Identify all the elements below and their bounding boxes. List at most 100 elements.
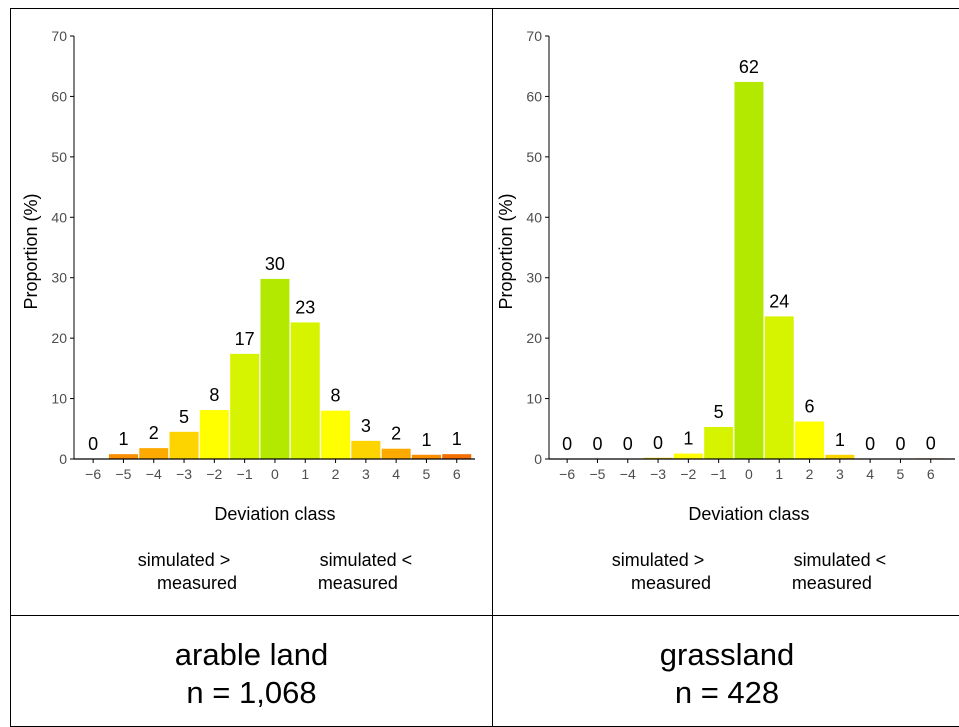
y-tick-label: 30 (51, 270, 67, 286)
footer-cell-grassland: grassland n = 428 (492, 615, 959, 727)
data-label: 2 (391, 424, 401, 444)
annotation-simulated-greater: measured (157, 573, 237, 593)
bar (673, 453, 703, 459)
x-tick-label: −5 (115, 466, 131, 482)
bar (764, 316, 794, 459)
y-tick-label: 50 (526, 149, 542, 165)
y-tick-label: 10 (51, 391, 67, 407)
bar (260, 278, 290, 459)
y-tick-label: 60 (526, 88, 542, 104)
footer-cell-arable: arable land n = 1,068 (10, 615, 493, 727)
data-label: 0 (653, 433, 663, 453)
y-axis-title: Proportion (%) (21, 193, 41, 309)
data-label: 1 (452, 429, 462, 449)
bar (108, 454, 138, 459)
y-tick-label: 70 (526, 28, 542, 44)
x-tick-label: 3 (362, 466, 370, 482)
data-label: 6 (805, 397, 815, 417)
data-label: 1 (835, 430, 845, 450)
x-tick-label: −1 (237, 466, 253, 482)
data-label: 8 (331, 386, 341, 406)
panel-title-grassland: grassland (659, 637, 795, 672)
y-tick-label: 0 (59, 451, 67, 467)
data-label: 30 (265, 254, 285, 274)
x-tick-label: 1 (301, 466, 309, 482)
sample-size-grassland: n = 428 (674, 675, 780, 710)
bar (290, 322, 320, 459)
data-label: 3 (361, 416, 371, 436)
data-label: 0 (926, 433, 936, 453)
y-tick-label: 20 (51, 330, 67, 346)
y-tick-label: 70 (51, 28, 67, 44)
annotation-simulated-less: measured (318, 573, 398, 593)
bar (704, 426, 734, 459)
data-label: 23 (295, 297, 315, 317)
bar (139, 448, 169, 459)
annotation-simulated-less: measured (792, 573, 872, 593)
bar (411, 454, 441, 459)
data-label: 2 (149, 423, 159, 443)
x-tick-label: −3 (650, 466, 666, 482)
x-tick-label: 5 (423, 466, 431, 482)
data-label: 8 (209, 385, 219, 405)
data-label: 0 (88, 434, 98, 454)
data-label: 5 (179, 407, 189, 427)
sample-size-arable: n = 1,068 (186, 675, 317, 710)
x-tick-label: 4 (392, 466, 400, 482)
data-label: 1 (118, 429, 128, 449)
bar (321, 410, 351, 459)
annotation-simulated-greater: simulated > (138, 550, 231, 570)
data-label: 17 (235, 329, 255, 349)
x-tick-label: −2 (680, 466, 696, 482)
annotation-simulated-less: simulated < (320, 550, 413, 570)
data-label: 0 (895, 434, 905, 454)
x-tick-label: 6 (927, 466, 935, 482)
chart-cell-grassland: 0 10 20 30 40 50 60 70 0 −6 0 −5 0 −4 0 −3 1 −2 5 −1 62 0 24 1 6… (492, 8, 959, 616)
x-tick-label: 5 (897, 466, 905, 482)
panel-title-arable: arable land (174, 637, 329, 672)
x-axis-title: Deviation class (688, 504, 809, 524)
data-label: 0 (592, 434, 602, 454)
y-tick-label: 30 (526, 270, 542, 286)
y-tick-label: 0 (534, 451, 542, 467)
x-tick-label: −6 (85, 466, 101, 482)
data-label: 1 (683, 429, 693, 449)
bar (825, 454, 855, 459)
annotation-simulated-greater: simulated > (612, 550, 705, 570)
data-label: 62 (739, 57, 759, 77)
y-tick-label: 50 (51, 149, 67, 165)
y-tick-label: 10 (526, 391, 542, 407)
x-tick-label: 6 (453, 466, 461, 482)
y-axis-title: Proportion (%) (496, 193, 516, 309)
data-label: 5 (714, 402, 724, 422)
x-tick-label: −2 (206, 466, 222, 482)
bar (351, 440, 381, 459)
data-label: 0 (623, 434, 633, 454)
chart-arable-land: 0102030405060700−61−52−45−38−217−1300231… (21, 28, 475, 593)
x-tick-label: −6 (559, 466, 575, 482)
bar (199, 410, 229, 459)
x-tick-label: 2 (806, 466, 814, 482)
bar (734, 81, 764, 459)
chart-grassland: 0102030405060700−60−50−40−31−25−16202416… (496, 28, 955, 593)
x-tick-label: −1 (711, 466, 727, 482)
x-tick-label: −4 (146, 466, 162, 482)
x-tick-label: 2 (332, 466, 340, 482)
annotation-simulated-less: simulated < (794, 550, 887, 570)
data-label: 0 (865, 434, 875, 454)
bar (169, 431, 199, 459)
chart-cell-arable: 0 10 20 30 40 50 60 70 0 −6 1 −5 2 −4 5 −3 8 −2 17 −1 30 0 23 1… (10, 8, 493, 616)
x-tick-label: −3 (176, 466, 192, 482)
data-label: 0 (562, 434, 572, 454)
y-tick-label: 40 (51, 209, 67, 225)
bar (230, 353, 260, 459)
y-tick-label: 40 (526, 209, 542, 225)
data-label: 24 (769, 291, 789, 311)
x-tick-label: 4 (866, 466, 874, 482)
bar (381, 448, 411, 459)
x-tick-label: 0 (271, 466, 279, 482)
x-tick-label: 3 (836, 466, 844, 482)
annotation-simulated-greater: measured (631, 573, 711, 593)
y-tick-label: 60 (51, 88, 67, 104)
